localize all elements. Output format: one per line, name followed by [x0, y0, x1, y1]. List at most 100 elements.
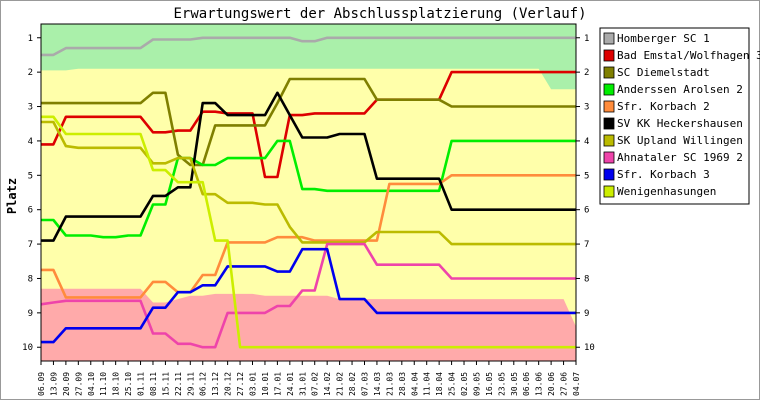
legend-label: SC Diemelstadt [617, 66, 710, 79]
series-line-4 [41, 139, 576, 239]
x-tick-label: 03.01 [249, 372, 258, 396]
y-tick-label-left: 8 [28, 274, 33, 284]
x-tick-label: 14.02 [323, 372, 332, 396]
x-tick-label: 21.03 [385, 372, 394, 396]
x-tick-label: 29.11 [186, 372, 195, 396]
x-tick-label: 06.12 [199, 372, 208, 396]
x-tick-label: 10.01 [261, 372, 270, 396]
x-tick-label: 06.06 [522, 372, 531, 396]
y-tick-label-right: 9 [584, 309, 589, 319]
background-zones [41, 24, 576, 361]
y-tick-label-right: 10 [584, 343, 595, 353]
x-tick-label: 27.09 [74, 372, 83, 396]
x-tick-label: 06.09 [37, 372, 46, 396]
x-tick-label: 02.05 [460, 372, 469, 396]
x-tick-label: 13.12 [211, 372, 220, 396]
y-tick-label-left: 7 [28, 240, 33, 250]
x-tick-label: 18.10 [112, 372, 121, 396]
y-tick-label-left: 5 [28, 171, 33, 181]
legend-swatch [603, 185, 615, 198]
y-tick-label-right: 7 [584, 240, 589, 250]
y-tick-label-right: 1 [584, 34, 589, 44]
legend-swatch [603, 168, 615, 181]
legend-swatch [603, 100, 615, 113]
legend-label: Ahnataler SC 1969 2 [617, 151, 743, 164]
legend-swatch [603, 83, 615, 96]
x-tick-label: 28.03 [398, 372, 407, 396]
legend-label: Wenigenhasungen [617, 185, 716, 198]
x-tick-label: 25.10 [124, 372, 133, 396]
x-tick-label: 31.01 [298, 372, 307, 396]
legend-label: SV KK Heckershausen [617, 117, 743, 130]
y-tick-label-right: 2 [584, 68, 589, 78]
x-tick-label: 22.11 [174, 372, 183, 396]
y-axis-label: Platz [5, 178, 19, 214]
x-tick-label: 24.01 [286, 372, 295, 396]
chart-title: Erwartungswert der Abschlussplatzierung … [173, 6, 586, 22]
x-tick-label: 27.06 [560, 372, 569, 396]
legend-swatch [603, 151, 615, 164]
legend-swatch [603, 49, 615, 62]
x-tick-label: 25.04 [448, 372, 457, 396]
series-line-10 [41, 115, 576, 349]
x-tick-label: 18.04 [435, 372, 444, 396]
x-tick-label: 20.12 [224, 372, 233, 396]
series-line-3 [41, 77, 576, 167]
x-tick-label: 21.02 [336, 372, 345, 396]
x-tick-label: 04.04 [410, 372, 419, 396]
x-tick-label: 20.06 [547, 372, 556, 396]
x-tick-label: 17.01 [273, 372, 282, 396]
x-tick-label: 09.05 [472, 372, 481, 396]
y-tick-label-left: 9 [28, 309, 33, 319]
x-axis: 06.09 13.09 20.09 27.09 04.10 11.10 18.10 25.10… [37, 361, 581, 396]
y-tick-label-right: 8 [584, 274, 589, 284]
series-line-1 [41, 36, 576, 57]
legend-label: Sfr. Korbach 2 [617, 100, 710, 113]
x-tick-label: 20.09 [62, 372, 71, 396]
y-tick-label-left: 6 [28, 206, 33, 216]
y-tick-label-right: 3 [584, 103, 589, 113]
x-tick-label: 14.03 [373, 372, 382, 396]
y-axis-right: 1 2 3 4 5 6 7 8 9 10 [576, 34, 595, 353]
legend-label: Anderssen Arolsen 2 [617, 83, 743, 96]
x-tick-label: 04.10 [87, 372, 96, 396]
legend-swatch [603, 66, 615, 79]
legend: Homberger SC 1 Bad Emstal/Wolfhagen 3 SC D… [599, 27, 760, 205]
legend-label: SK Upland Willingen [617, 134, 743, 147]
legend-swatch [603, 32, 615, 45]
x-tick-label: 07.03 [360, 372, 369, 396]
y-tick-label-left: 2 [28, 68, 33, 78]
legend-label: Bad Emstal/Wolfhagen 3 [617, 49, 760, 62]
x-tick-label: 30.05 [510, 372, 519, 396]
x-tick-label: 23.05 [497, 372, 506, 396]
x-tick-label: 13.06 [535, 372, 544, 396]
x-tick-label: 27.12 [236, 372, 245, 396]
series-lines [40, 36, 576, 349]
legend-label: Homberger SC 1 [617, 32, 710, 45]
x-tick-label: 11.10 [99, 372, 108, 396]
y-tick-label-right: 5 [584, 171, 589, 181]
x-tick-label: 08.11 [149, 372, 158, 396]
x-tick-label: 28.02 [348, 372, 357, 396]
legend-swatch [603, 117, 615, 130]
legend-box [599, 27, 750, 205]
series-line-6 [41, 91, 576, 242]
series-line-2 [41, 70, 576, 179]
y-axis-left: 1 2 3 4 5 6 7 8 9 10 [22, 34, 41, 353]
y-tick-label-left: 1 [28, 34, 33, 44]
y-tick-label-left: 4 [28, 137, 33, 147]
x-tick-label: 07.02 [311, 372, 320, 396]
series-line-8 [40, 242, 576, 349]
y-tick-label-left: 3 [28, 103, 33, 113]
x-tick-label: 01.11 [137, 372, 146, 396]
y-tick-label-left: 10 [22, 343, 33, 353]
legend-swatch [603, 134, 615, 147]
series-line-7 [41, 120, 576, 246]
y-tick-label-right: 6 [584, 206, 589, 216]
series-line-9 [41, 247, 576, 344]
legend-label: Sfr. Korbach 3 [617, 168, 710, 181]
y-tick-label-right: 4 [584, 137, 589, 147]
x-tick-label: 04.07 [572, 372, 581, 396]
x-tick-label: 16.05 [485, 372, 494, 396]
